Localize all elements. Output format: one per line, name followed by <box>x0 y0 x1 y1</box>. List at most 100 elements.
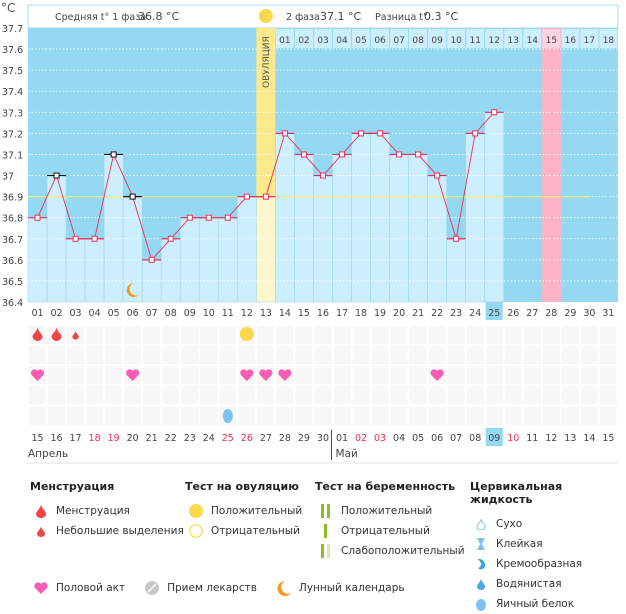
grid-cell <box>162 386 180 404</box>
grid-cell <box>295 386 313 404</box>
heart-icon <box>259 369 273 381</box>
grid-cell <box>504 326 522 344</box>
grid-cell <box>504 386 522 404</box>
calendar-date: 15 <box>602 433 614 444</box>
grid-cell <box>257 386 275 404</box>
temperature-point <box>377 130 384 137</box>
temperature-point <box>72 235 79 242</box>
grid-cell <box>523 386 541 404</box>
temperature-bar <box>408 154 428 303</box>
y-tick-label: 37.4 <box>2 87 23 98</box>
y-tick-label: 36.4 <box>2 298 23 309</box>
grid-cell <box>409 326 427 344</box>
cycle-day-label: 03 <box>317 36 328 46</box>
grid-cell <box>181 346 199 364</box>
grid-cell <box>48 366 66 384</box>
legend-pregnancy-test: Тест на беременность Положительный Отриц… <box>315 480 465 561</box>
grid-cell <box>29 386 47 404</box>
cycle-day-cell <box>580 29 599 48</box>
grid-cell <box>466 366 484 384</box>
cycle-day-number: 27 <box>526 308 538 319</box>
cycle-day-number: 12 <box>241 308 253 319</box>
grid-cell <box>447 346 465 364</box>
grid-cell <box>352 407 370 425</box>
legend-item: Слабоположительный <box>341 545 465 557</box>
grid-cell <box>86 407 104 425</box>
grid-cell <box>466 407 484 425</box>
grid-cell <box>580 346 598 364</box>
cycle-day-cell <box>599 29 618 48</box>
temperature-bar <box>332 154 352 303</box>
grid-cell <box>67 386 85 404</box>
moon-icon <box>273 580 295 596</box>
grid-cell <box>466 326 484 344</box>
calendar-date: 01 <box>336 433 348 444</box>
ovulation-sun-icon <box>258 9 273 23</box>
unit-label: °C <box>1 1 15 15</box>
temperature-bar <box>465 133 486 303</box>
grid-cell <box>314 326 332 344</box>
grid-cell <box>276 407 294 425</box>
calendar-date: 11 <box>526 433 538 444</box>
temperature-bar <box>122 196 143 303</box>
cycle-day-number: 19 <box>374 308 386 319</box>
calendar-date: 23 <box>184 433 196 444</box>
cycle-day-number: 03 <box>70 308 82 319</box>
grid-cell <box>485 346 503 364</box>
grid-cell <box>542 346 560 364</box>
cycle-day-label: 01 <box>279 36 290 46</box>
calendar-date: 07 <box>450 433 462 444</box>
grid-cell <box>276 346 294 364</box>
grid-cell <box>181 386 199 404</box>
cycle-day-number: 26 <box>507 308 519 319</box>
grid-cell <box>371 407 389 425</box>
temperature-point <box>148 256 155 263</box>
grid-cell <box>143 346 161 364</box>
y-tick-label: 37.1 <box>2 150 23 161</box>
cycle-day-number: 01 <box>31 308 43 319</box>
temperature-point <box>34 214 41 221</box>
temperature-point <box>434 172 441 179</box>
temperature-point <box>491 109 498 116</box>
grid-cell <box>219 346 237 364</box>
grid-cell <box>485 366 503 384</box>
grid-cell <box>466 346 484 364</box>
grid-cell <box>428 386 446 404</box>
y-tick-label: 36.8 <box>2 214 23 225</box>
temperature-point <box>243 193 250 200</box>
y-tick-label: 37.5 <box>2 66 23 77</box>
calendar-date: 21 <box>146 433 158 444</box>
grid-cell <box>561 326 579 344</box>
grid-cell <box>390 366 408 384</box>
cycle-day-number: 05 <box>108 308 120 319</box>
calendar-date: 14 <box>583 433 595 444</box>
grid-cell <box>105 346 123 364</box>
temperature-bar <box>103 154 124 303</box>
grid-cell <box>86 326 104 344</box>
grid-cell <box>314 366 332 384</box>
grid-cell <box>314 346 332 364</box>
ovulation-test-positive-icon <box>239 327 254 341</box>
cycle-day-cell <box>504 29 523 48</box>
grid-cell <box>124 407 142 425</box>
grid-cell <box>409 366 427 384</box>
grid-cell <box>599 326 617 344</box>
cycle-day-label: 06 <box>374 36 386 46</box>
calendar-date: 12 <box>545 433 557 444</box>
grid-cell <box>333 326 351 344</box>
legend-item: Кремообразная <box>496 558 583 570</box>
calendar-date: 06 <box>431 433 443 444</box>
legend-item: Отрицательный <box>341 525 430 537</box>
y-tick-label: 36.5 <box>2 277 23 288</box>
grid-cell <box>523 346 541 364</box>
heart-icon <box>278 369 292 381</box>
legend-title: Тест на овуляцию <box>185 480 299 493</box>
cycle-day-cell <box>428 29 447 48</box>
grid-cell <box>504 407 522 425</box>
grid-cell <box>124 386 142 404</box>
diff-value: 0.3 °C <box>424 10 458 23</box>
phase1-label: Средняя t° 1 фаза <box>55 12 146 23</box>
calendar-date: 13 <box>564 433 576 444</box>
grid-cell <box>542 326 560 344</box>
grid-cell <box>105 386 123 404</box>
